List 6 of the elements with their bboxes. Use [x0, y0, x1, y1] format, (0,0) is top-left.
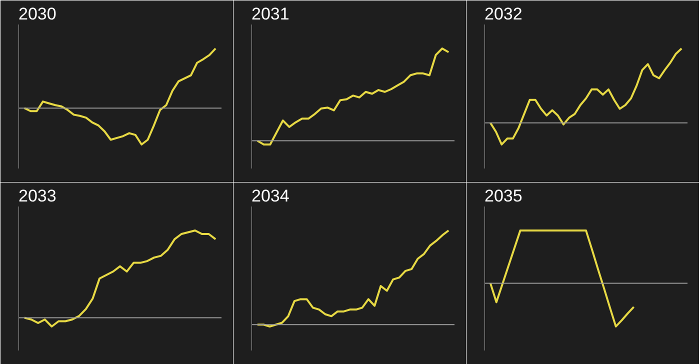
chart-title: 2032	[484, 4, 522, 24]
chart-title: 2035	[484, 186, 522, 206]
chart-title: 2031	[252, 4, 290, 24]
chart-title: 2034	[252, 186, 290, 206]
chart-title: 2033	[18, 186, 56, 206]
chart-title: 2030	[18, 4, 56, 24]
